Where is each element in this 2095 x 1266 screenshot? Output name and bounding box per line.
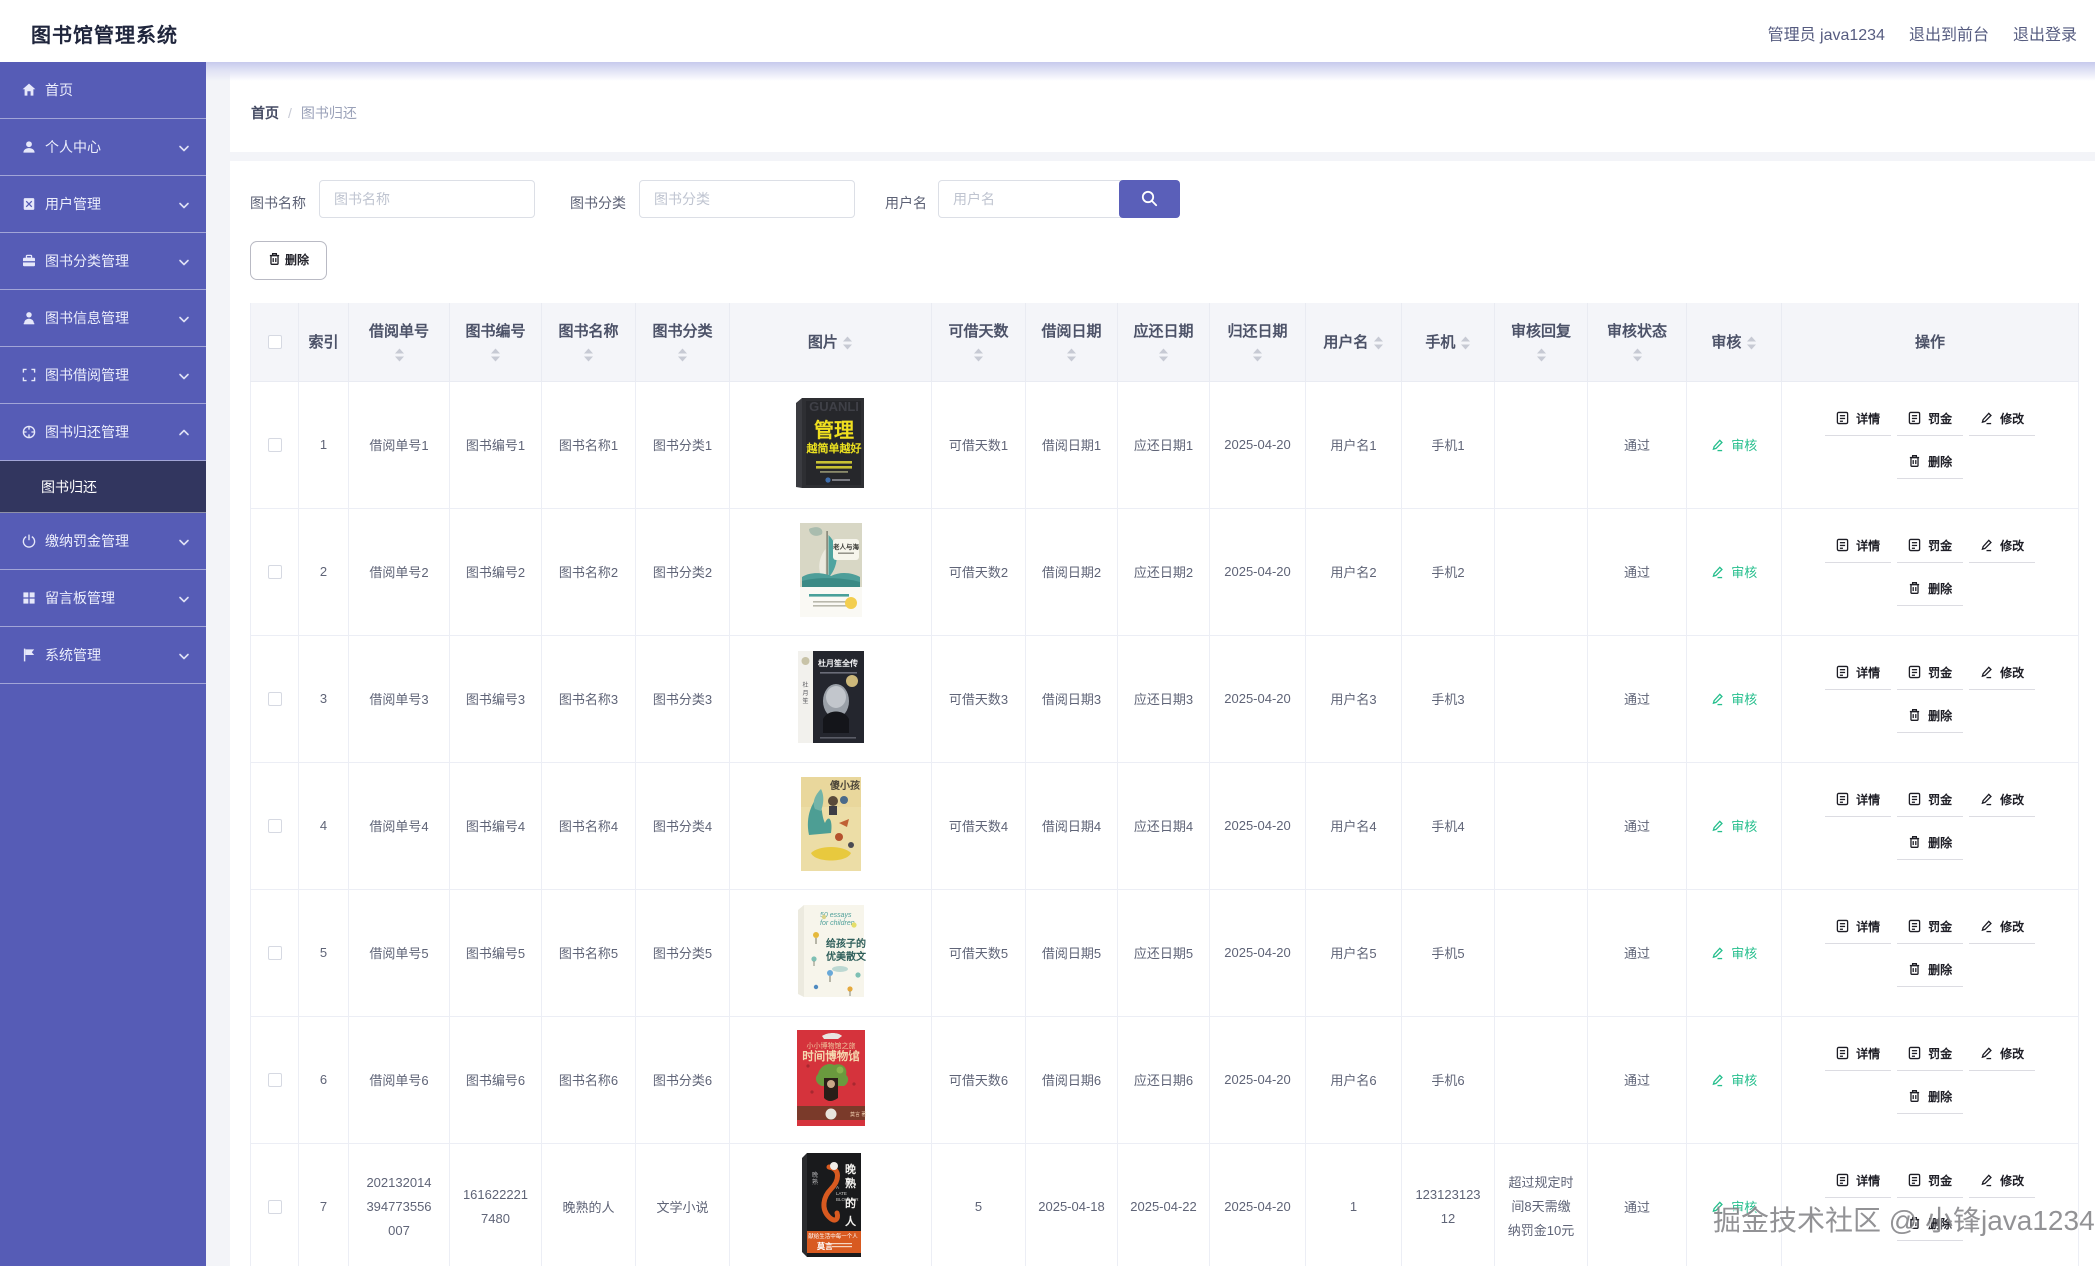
svg-text:A: A [836,1185,839,1190]
svg-text:莫言 著: 莫言 著 [850,1111,866,1118]
svg-text:傻小孩: 傻小孩 [829,779,860,792]
svg-text:老人与海: 老人与海 [832,542,860,551]
svg-text:人: 人 [845,1214,857,1228]
svg-text:给孩子的: 给孩子的 [826,937,866,950]
svg-text:献给生活中每一个人: 献给生活中每一个人 [808,1232,858,1240]
svg-text:50 essays: 50 essays [820,912,852,919]
svg-text:笙: 笙 [802,697,808,705]
svg-text:BLOOMER: BLOOMER [836,1197,859,1202]
svg-text:熟: 熟 [812,1178,818,1186]
svg-text:GUANLI: GUANLI [809,399,859,414]
svg-text:熟: 熟 [845,1176,856,1190]
svg-text:晚: 晚 [812,1171,818,1179]
svg-text:优美散文: 优美散文 [826,950,867,963]
svg-text:月: 月 [802,690,808,697]
svg-text:莫言: 莫言 [816,1241,833,1251]
svg-text:管理: 管理 [814,418,854,442]
svg-text:时间博物馆: 时间博物馆 [802,1049,860,1063]
svg-text:的: 的 [845,1196,856,1210]
svg-text:杜月笙全传: 杜月笙全传 [818,658,858,668]
svg-text:晚: 晚 [845,1162,856,1176]
svg-text:杜: 杜 [802,681,808,689]
svg-text:越简单越好: 越简单越好 [805,441,861,455]
svg-text:LATE: LATE [836,1191,847,1196]
svg-text:for children: for children [820,920,855,927]
svg-text:小小博物馆之旅: 小小博物馆之旅 [806,1041,855,1050]
